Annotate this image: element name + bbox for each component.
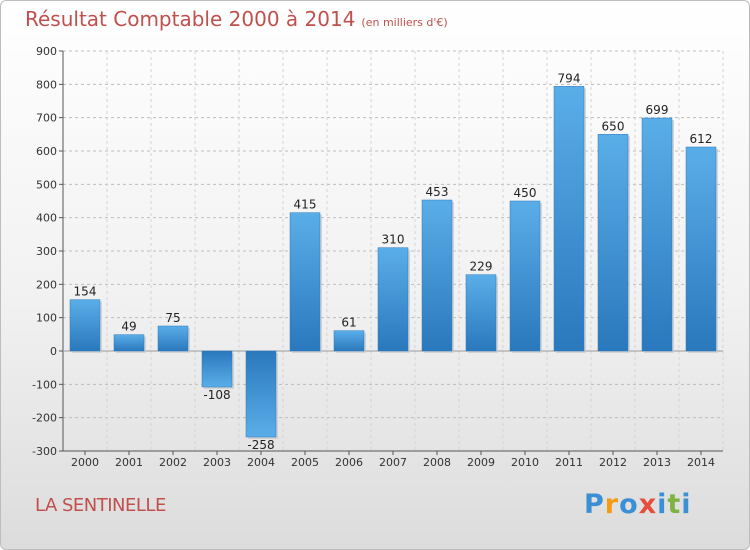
bar-value-label: 75: [165, 311, 180, 325]
x-tick-label: 2002: [159, 456, 187, 469]
logo-letter: r: [604, 489, 620, 520]
bar: [421, 199, 453, 352]
logo-letter: P: [584, 489, 605, 520]
logo-letter: t: [667, 489, 682, 520]
bar-value-label: 415: [294, 198, 317, 212]
bar-value-label: 453: [426, 185, 449, 199]
bar-value-label: 450: [514, 186, 537, 200]
x-tick-label: 2014: [687, 456, 715, 469]
bar-value-label: 229: [470, 260, 493, 274]
bar-value-label: 61: [341, 316, 356, 330]
y-tick-label: 200: [36, 278, 57, 291]
bar-value-label: -108: [203, 388, 230, 402]
x-tick-label: 2005: [291, 456, 319, 469]
y-tick-label: 700: [36, 112, 57, 125]
y-tick-label: 300: [36, 245, 57, 258]
x-tick-label: 2010: [511, 456, 539, 469]
chart-title: Résultat Comptable 2000 à 2014 (en millie…: [25, 7, 448, 31]
bar: [113, 334, 145, 352]
bar: [641, 117, 673, 352]
bar: [377, 247, 409, 352]
y-tick-label: 600: [36, 145, 57, 158]
bar: [201, 350, 233, 388]
x-tick-label: 2000: [71, 456, 99, 469]
bar: [333, 330, 365, 352]
x-tick-label: 2011: [555, 456, 583, 469]
y-tick-label: 100: [36, 312, 57, 325]
bar-value-label: 650: [602, 119, 625, 133]
bar-value-label: 612: [690, 132, 713, 146]
bar-value-label: 699: [646, 103, 669, 117]
bar-value-label: -258: [247, 438, 274, 452]
bar: [465, 274, 497, 352]
y-tick-label: 900: [36, 45, 57, 58]
commune-name: LA SENTINELLE: [35, 495, 166, 516]
logo-letter: x: [638, 489, 658, 520]
x-tick-label: 2008: [423, 456, 451, 469]
logo-letter: i: [657, 489, 668, 520]
x-tick-label: 2004: [247, 456, 275, 469]
bar: [553, 86, 585, 352]
bar-value-label: 310: [382, 233, 405, 247]
bar-value-label: 49: [121, 320, 136, 334]
bar: [509, 200, 541, 352]
y-tick-label: 0: [50, 345, 57, 358]
bar: [685, 146, 717, 352]
x-tick-label: 2003: [203, 456, 231, 469]
x-tick-label: 2006: [335, 456, 363, 469]
x-tick-label: 2012: [599, 456, 627, 469]
y-tick-label: -200: [32, 412, 57, 425]
labels: -300 -200 -100 0 100 200 300 400 500 600 700 800 900…: [32, 45, 715, 469]
y-tick-label: 800: [36, 78, 57, 91]
logo-letter: o: [619, 489, 639, 520]
title-unit: (en milliers d'€): [361, 16, 448, 29]
y-tick-label: 500: [36, 178, 57, 191]
x-tick-label: 2013: [643, 456, 671, 469]
proxiti-logo: Proxiti: [584, 489, 692, 520]
title-text: Résultat Comptable 2000 à 2014: [25, 7, 356, 31]
x-tick-label: 2007: [379, 456, 407, 469]
x-tick-label: 2009: [467, 456, 495, 469]
bar: [597, 134, 629, 352]
logo-letter: i: [681, 489, 692, 520]
y-tick-label: -100: [32, 378, 57, 391]
y-tick-label: 400: [36, 212, 57, 225]
bar-value-label: 154: [74, 285, 97, 299]
bar: [289, 212, 321, 352]
y-tick-label: -300: [32, 445, 57, 458]
x-tick-label: 2001: [115, 456, 143, 469]
bar: [157, 325, 189, 352]
bars: [69, 86, 718, 439]
bar: [245, 350, 277, 438]
bar-value-label: 794: [558, 71, 581, 85]
bar: [69, 299, 101, 352]
